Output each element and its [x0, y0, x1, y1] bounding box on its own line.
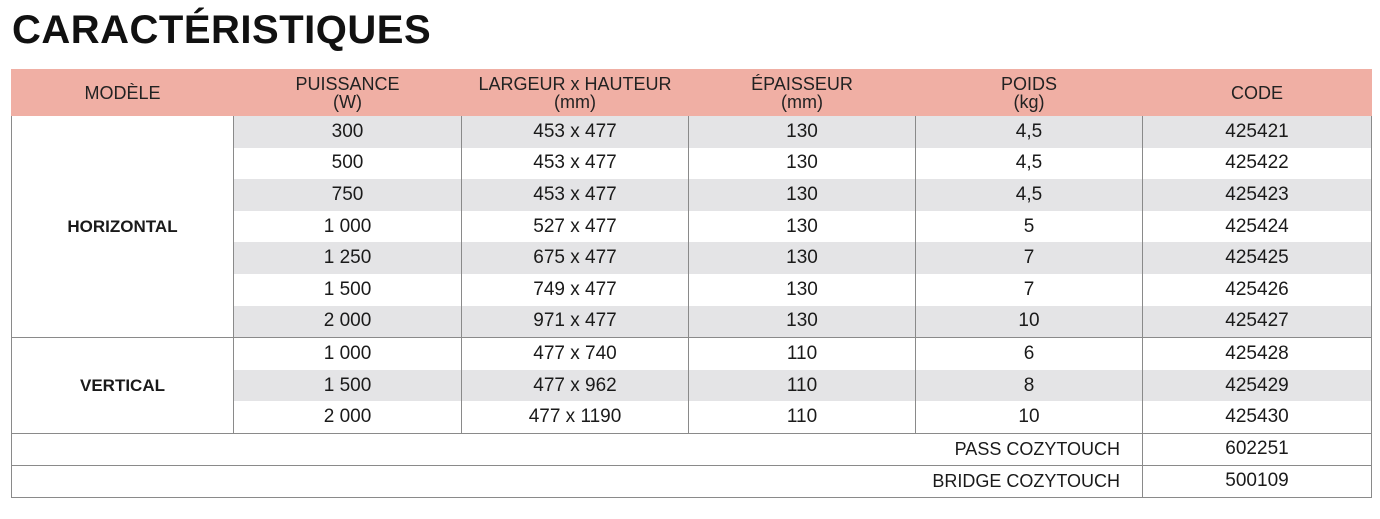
- code-cell: 425422: [1142, 147, 1372, 180]
- size-cell: 477 x 962: [461, 369, 689, 402]
- header-dimensions: LARGEUR x HAUTEUR (mm): [461, 69, 689, 116]
- table-row: 1 500 477 x 962 110 8 425429: [12, 369, 1372, 402]
- code-cell: 425421: [1142, 115, 1372, 148]
- thickness-cell: 130: [688, 147, 916, 180]
- weight-cell: 7: [915, 242, 1143, 274]
- thickness-cell: 130: [688, 305, 916, 339]
- code-cell: 425427: [1142, 305, 1372, 339]
- code-cell: 425430: [1142, 401, 1372, 434]
- thickness-cell: 130: [688, 115, 916, 148]
- weight-cell: 4,5: [915, 179, 1143, 211]
- size-cell: 453 x 477: [461, 147, 689, 180]
- code-cell: 425425: [1142, 242, 1372, 274]
- header-code: CODE: [1142, 69, 1372, 116]
- accessory-label: BRIDGE COZYTOUCH: [11, 464, 1143, 498]
- size-cell: 477 x 740: [461, 337, 689, 370]
- weight-cell: 6: [915, 337, 1143, 370]
- specifications-table: MODÈLE PUISSANCE (W) LARGEUR x HAUTEUR (mm…: [11, 69, 1372, 498]
- accessory-row: BRIDGE COZYTOUCH 500109: [11, 464, 1372, 498]
- power-cell: 500: [233, 147, 462, 180]
- power-cell: 2 000: [233, 305, 462, 339]
- thickness-cell: 130: [688, 273, 916, 306]
- power-cell: 1 500: [233, 273, 462, 306]
- weight-cell: 5: [915, 210, 1143, 243]
- thickness-cell: 110: [688, 401, 916, 434]
- header-power: PUISSANCE (W): [233, 69, 462, 116]
- power-cell: 1 000: [233, 210, 462, 243]
- power-cell: 2 000: [233, 401, 462, 434]
- accessory-code: 602251: [1142, 432, 1372, 466]
- table-row: HORIZONTAL 300 453 x 477 130 4,5 425421: [11, 114, 1372, 339]
- power-cell: 1 250: [233, 242, 462, 274]
- size-cell: 453 x 477: [461, 115, 689, 148]
- code-cell: 425424: [1142, 210, 1372, 243]
- weight-cell: 10: [915, 401, 1143, 434]
- weight-cell: 10: [915, 305, 1143, 339]
- table-row: 750 453 x 477 130 4,5 425423: [12, 179, 1372, 211]
- size-cell: 453 x 477: [461, 179, 689, 211]
- weight-cell: 7: [915, 273, 1143, 306]
- model-cell: HORIZONTAL: [11, 114, 234, 339]
- thickness-cell: 110: [688, 337, 916, 370]
- table-row: 1 000 527 x 477 130 5 425424: [12, 210, 1372, 243]
- power-cell: 1 500: [233, 369, 462, 402]
- header-model: MODÈLE: [11, 69, 234, 116]
- table-row: 2 000 971 x 477 130 10 425427: [12, 305, 1372, 339]
- weight-cell: 8: [915, 369, 1143, 402]
- accessory-label: PASS COZYTOUCH: [11, 432, 1143, 466]
- weight-cell: 4,5: [915, 147, 1143, 180]
- size-cell: 675 x 477: [461, 242, 689, 274]
- power-cell: 750: [233, 179, 462, 211]
- code-cell: 425426: [1142, 273, 1372, 306]
- thickness-cell: 110: [688, 369, 916, 402]
- code-cell: 425423: [1142, 179, 1372, 211]
- power-cell: 1 000: [233, 337, 462, 370]
- code-cell: 425428: [1142, 337, 1372, 370]
- table-row: 2 000 477 x 1190 110 10 425430: [12, 401, 1372, 434]
- weight-cell: 4,5: [915, 115, 1143, 148]
- model-cell: VERTICAL: [11, 337, 234, 434]
- thickness-cell: 130: [688, 242, 916, 274]
- table-row: 1 250 675 x 477 130 7 425425: [12, 242, 1372, 274]
- thickness-cell: 130: [688, 210, 916, 243]
- page-title: CARACTÉRISTIQUES: [12, 8, 432, 52]
- header-thickness: ÉPAISSEUR (mm): [688, 69, 916, 116]
- code-cell: 425429: [1142, 369, 1372, 402]
- size-cell: 971 x 477: [461, 305, 689, 339]
- table-row: 1 500 749 x 477 130 7 425426: [12, 273, 1372, 306]
- table-row: VERTICAL 1 000 477 x 740 110 6 425428: [11, 337, 1372, 434]
- accessory-code: 500109: [1142, 464, 1372, 498]
- thickness-cell: 130: [688, 179, 916, 211]
- size-cell: 477 x 1190: [461, 401, 689, 434]
- size-cell: 527 x 477: [461, 210, 689, 243]
- power-cell: 300: [233, 115, 462, 148]
- table-row: 500 453 x 477 130 4,5 425422: [12, 147, 1372, 180]
- size-cell: 749 x 477: [461, 273, 689, 306]
- accessory-row: PASS COZYTOUCH 602251: [11, 432, 1372, 466]
- header-weight: POIDS (kg): [915, 69, 1143, 116]
- table-header-row: MODÈLE PUISSANCE (W) LARGEUR x HAUTEUR (mm…: [11, 69, 1372, 116]
